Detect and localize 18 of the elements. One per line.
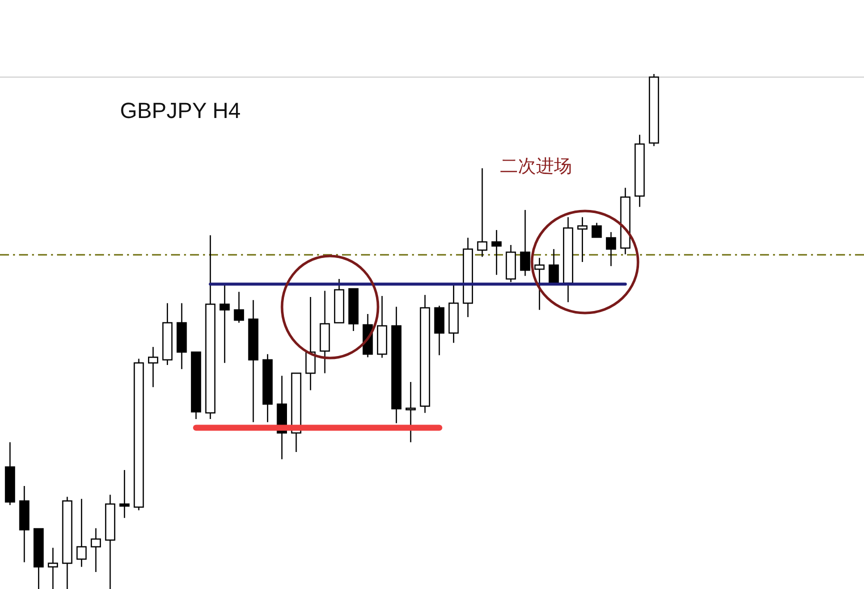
candlestick: [606, 232, 616, 267]
candlestick: [534, 257, 545, 310]
candlestick: [234, 291, 244, 324]
candlestick: [76, 498, 87, 568]
candlestick: [90, 528, 101, 573]
candlestick: [119, 469, 130, 519]
candlestick: [148, 346, 158, 388]
candlestick: [548, 248, 559, 285]
candlestick: [48, 547, 58, 589]
annotation: 二次进场: [500, 156, 572, 177]
candlestick: [577, 216, 588, 263]
text: GBPJPY H4: [120, 98, 241, 123]
candlestick: [220, 284, 230, 364]
candlestick: [520, 209, 530, 276]
candlestick: [491, 229, 502, 276]
candlestick: [592, 222, 602, 238]
candlestick: [406, 381, 416, 443]
candlestick: [477, 168, 488, 258]
